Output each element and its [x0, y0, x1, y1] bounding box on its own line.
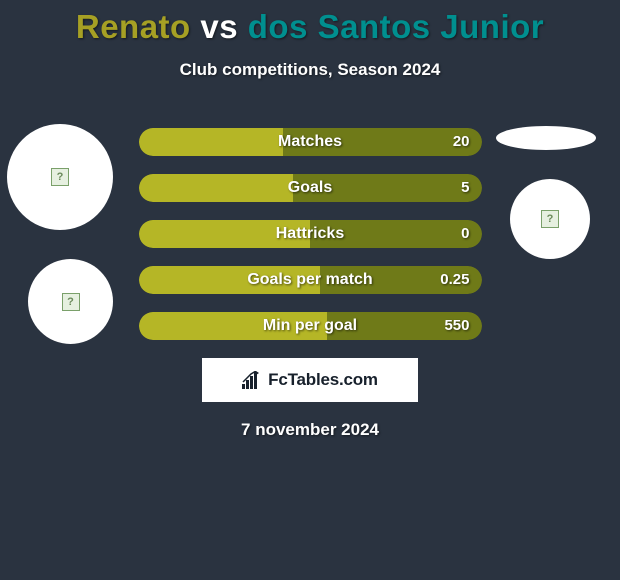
- bar-value: 0.25: [440, 266, 469, 294]
- stats-bars: Matches 20 Goals 5 Hattricks 0 Goals per…: [139, 128, 482, 340]
- brand-box: FcTables.com: [202, 358, 418, 402]
- title-part-1: Renato: [76, 8, 191, 45]
- date: 7 november 2024: [0, 420, 620, 440]
- bar-row-gpm: Goals per match 0.25: [139, 266, 482, 294]
- fctables-logo-icon: [242, 371, 264, 389]
- subtitle: Club competitions, Season 2024: [0, 60, 620, 80]
- page-title: Renato vs dos Santos Junior: [0, 0, 620, 46]
- title-part-2: dos Santos Junior: [248, 8, 544, 45]
- image-placeholder-icon: ?: [51, 168, 69, 186]
- player1-avatar-1: ?: [7, 124, 113, 230]
- bar-value: 5: [461, 174, 469, 202]
- bar-value: 0: [461, 220, 469, 248]
- bar-value: 550: [444, 312, 469, 340]
- brand-text: FcTables.com: [268, 370, 378, 390]
- player1-avatar-2: ?: [28, 259, 113, 344]
- player2-avatar-2: ?: [510, 179, 590, 259]
- bar-row-mpg: Min per goal 550: [139, 312, 482, 340]
- bar-label: Goals per match: [139, 266, 482, 294]
- bar-row-goals: Goals 5: [139, 174, 482, 202]
- bar-label: Min per goal: [139, 312, 482, 340]
- bar-label: Hattricks: [139, 220, 482, 248]
- bar-row-hattricks: Hattricks 0: [139, 220, 482, 248]
- bar-value: 20: [453, 128, 470, 156]
- bar-label: Goals: [139, 174, 482, 202]
- player2-avatar-1: [496, 126, 596, 150]
- bar-label: Matches: [139, 128, 482, 156]
- image-placeholder-icon: ?: [541, 210, 559, 228]
- title-vs: vs: [191, 8, 248, 45]
- bar-row-matches: Matches 20: [139, 128, 482, 156]
- image-placeholder-icon: ?: [62, 293, 80, 311]
